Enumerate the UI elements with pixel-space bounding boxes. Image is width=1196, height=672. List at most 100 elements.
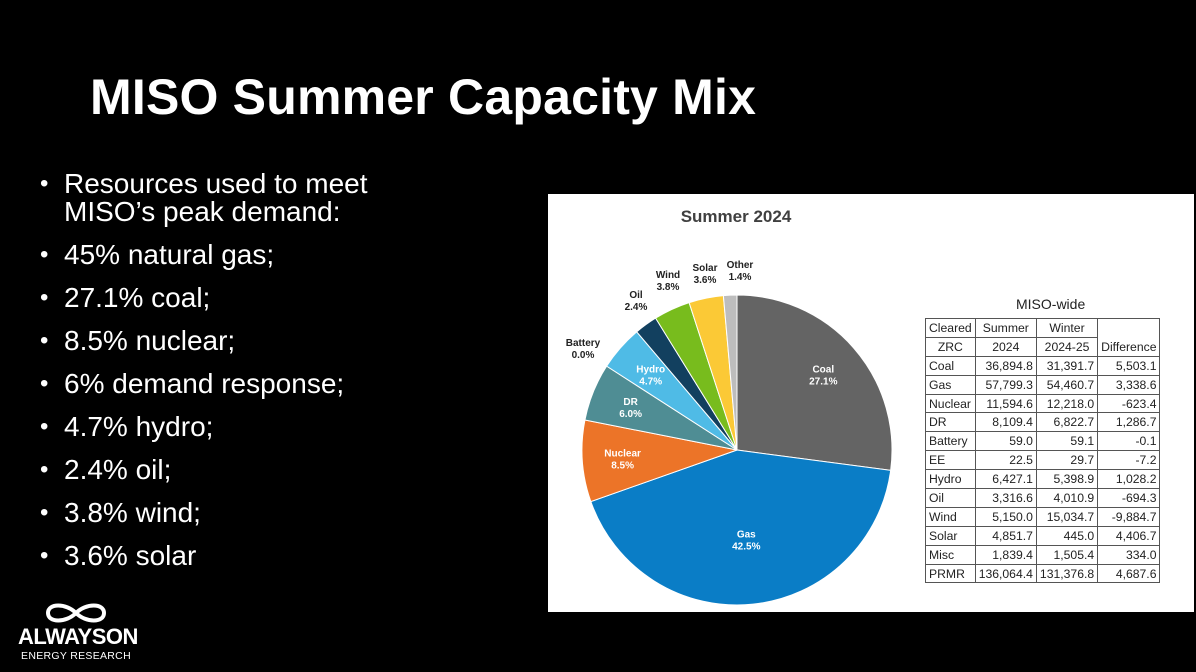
value-cell: -623.4 — [1097, 393, 1161, 414]
slice-label-other: Other 1.4% — [727, 260, 754, 283]
pie-slice-gas — [590, 449, 892, 606]
value-cell: 12,218.0 — [1035, 393, 1099, 414]
row-label-cell: EE — [925, 450, 976, 471]
table-row: PRMR 136,064.4 131,376.8 4,687.6 — [925, 563, 1161, 584]
slice-label-value: 1.4% — [729, 272, 752, 283]
value-cell: 5,150.0 — [974, 506, 1037, 527]
infinity-icon — [45, 603, 107, 623]
logo-subtitle: ENERGY RESEARCH — [21, 650, 131, 662]
value-cell: -694.3 — [1097, 488, 1161, 508]
row-label-cell: Wind — [925, 506, 976, 527]
bullet-item: 3.8% wind; — [40, 499, 460, 528]
header-cell: Summer — [974, 318, 1037, 338]
slice-label-value: 4.7% — [639, 376, 662, 387]
bullet-item: 8.5% nuclear; — [40, 327, 460, 356]
chart-figure: Summer 2024 Coal 27.1% Gas 42.5% Nuclear 8.5%… — [548, 194, 1194, 612]
slice-label-value: 0.0% — [572, 350, 595, 361]
pie-chart: Coal 27.1%Gas 42.5%Nuclear 8.5%DR 6.0%Hydro 4… — [566, 260, 893, 606]
slice-label-value: 2.4% — [625, 302, 648, 313]
bullet-item: 45% natural gas; — [40, 241, 460, 270]
header-cell: Winter — [1035, 318, 1099, 338]
header-cell: Difference — [1097, 337, 1161, 357]
header-cell: 2024-25 — [1035, 336, 1099, 357]
header-cell — [1097, 318, 1161, 338]
pie-slice-other — [722, 294, 738, 451]
value-cell: 5,503.1 — [1097, 355, 1161, 376]
bullet-item: 2.4% oil; — [40, 456, 460, 485]
value-cell: 4,851.7 — [974, 525, 1037, 546]
slice-label-gas: Gas 42.5% — [732, 529, 760, 552]
row-label-cell: Nuclear — [925, 393, 976, 414]
value-cell: 1,505.4 — [1035, 544, 1099, 565]
bullet-list: Resources used to meet MISO’s peak deman… — [40, 170, 460, 585]
value-cell: 1,839.4 — [974, 544, 1037, 565]
table-row: DR 8,109.4 6,822.7 1,286.7 — [925, 412, 1161, 433]
slice-label-wind: Wind 3.8% — [656, 270, 680, 293]
value-cell: 29.7 — [1035, 450, 1099, 471]
slice-label-name: DR — [623, 397, 638, 408]
value-cell: 4,687.6 — [1097, 563, 1161, 584]
value-cell: 57,799.3 — [974, 374, 1037, 395]
table-header-row: ZRC 2024 2024-25 Difference — [925, 336, 1161, 357]
value-cell: 445.0 — [1035, 525, 1099, 546]
row-label-cell: DR — [925, 412, 976, 433]
table-row: Nuclear 11,594.6 12,218.0 -623.4 — [925, 393, 1161, 414]
logo-name: ALWAYSON — [18, 624, 138, 649]
slice-label-oil: Oil 2.4% — [625, 290, 648, 313]
value-cell: 31,391.7 — [1035, 355, 1099, 376]
row-label-cell: Hydro — [925, 469, 976, 490]
slice-label-name: Oil — [629, 290, 643, 301]
alwayson-logo: ALWAYSON ENERGY RESEARCH — [18, 600, 138, 666]
chart-title: Summer 2024 — [680, 207, 792, 226]
header-cell: Cleared — [925, 318, 976, 338]
slice-label-nuclear: Nuclear 8.5% — [604, 448, 641, 471]
value-cell: 1,286.7 — [1097, 412, 1161, 433]
table-row: Gas 57,799.3 54,460.7 3,338.6 — [925, 374, 1161, 395]
value-cell: 15,034.7 — [1035, 506, 1099, 527]
table-row: Hydro 6,427.1 5,398.9 1,028.2 — [925, 469, 1161, 490]
slice-label-name: Wind — [656, 270, 680, 281]
value-cell: 4,010.9 — [1035, 488, 1099, 508]
value-cell: 5,398.9 — [1035, 469, 1099, 490]
bullet-item: 27.1% coal; — [40, 284, 460, 313]
table-title: MISO-wide — [1016, 296, 1086, 312]
value-cell: 59.1 — [1035, 431, 1099, 452]
slice-label-name: Solar — [692, 263, 717, 274]
value-cell: 3,338.6 — [1097, 374, 1161, 395]
slide-title: MISO Summer Capacity Mix — [90, 69, 757, 125]
value-cell: 59.0 — [974, 431, 1037, 452]
table-row: Solar 4,851.7 445.0 4,406.7 — [925, 525, 1161, 546]
table-row: Oil 3,316.6 4,010.9 -694.3 — [925, 488, 1161, 508]
value-cell: 54,460.7 — [1035, 374, 1099, 395]
slice-label-dr: DR 6.0% — [619, 397, 642, 420]
table-row: Misc 1,839.4 1,505.4 334.0 — [925, 544, 1161, 565]
header-cell: ZRC — [925, 336, 976, 357]
value-cell: 334.0 — [1097, 544, 1161, 565]
value-cell: 8,109.4 — [974, 412, 1037, 433]
value-cell: 136,064.4 — [974, 563, 1037, 584]
value-cell: -0.1 — [1097, 431, 1161, 452]
row-label-cell: Misc — [925, 544, 976, 565]
slice-label-name: Nuclear — [604, 448, 641, 459]
row-label-cell: PRMR — [925, 563, 976, 584]
capacity-table: Cleared Summer Winter ZRC 2024 2024-25 D… — [925, 318, 1161, 584]
slice-label-name: Hydro — [636, 364, 665, 375]
value-cell: 6,427.1 — [974, 469, 1037, 490]
row-label-cell: Coal — [925, 355, 976, 376]
slice-label-name: Coal — [812, 364, 834, 375]
value-cell: 131,376.8 — [1035, 563, 1099, 584]
table-row: EE 22.5 29.7 -7.2 — [925, 450, 1161, 471]
value-cell: 22.5 — [974, 450, 1037, 471]
slice-label-value: 8.5% — [611, 460, 634, 471]
table-header-row: Cleared Summer Winter — [925, 318, 1161, 338]
value-cell: 6,822.7 — [1035, 412, 1099, 433]
header-cell: 2024 — [974, 336, 1037, 357]
slice-label-value: 42.5% — [732, 541, 760, 552]
table-row: Wind 5,150.0 15,034.7 -9,884.7 — [925, 506, 1161, 527]
slice-label-coal: Coal 27.1% — [809, 364, 837, 387]
row-label-cell: Battery — [925, 431, 976, 452]
slice-label-value: 3.8% — [657, 282, 680, 293]
slice-label-hydro: Hydro 4.7% — [636, 364, 665, 387]
value-cell: 36,894.8 — [974, 355, 1037, 376]
value-cell: 11,594.6 — [974, 393, 1037, 414]
